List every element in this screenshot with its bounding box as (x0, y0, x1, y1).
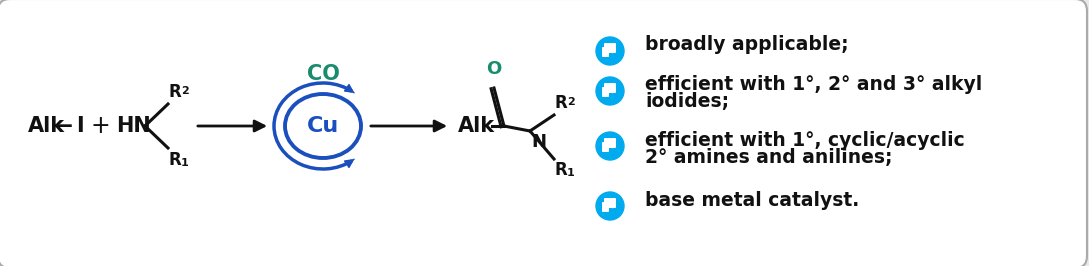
Text: efficient with 1°, 2° and 3° alkyl: efficient with 1°, 2° and 3° alkyl (645, 76, 982, 94)
Text: R: R (555, 161, 567, 179)
Text: broadly applicable;: broadly applicable; (645, 35, 848, 55)
Text: O: O (487, 60, 502, 78)
FancyBboxPatch shape (604, 83, 616, 93)
FancyBboxPatch shape (604, 43, 616, 53)
Text: +: + (90, 114, 110, 138)
Circle shape (600, 196, 620, 216)
FancyBboxPatch shape (602, 142, 609, 152)
Circle shape (600, 41, 620, 61)
Ellipse shape (285, 94, 360, 158)
Text: Cu: Cu (307, 116, 339, 136)
Text: HN: HN (117, 116, 150, 136)
Text: Alk: Alk (458, 116, 495, 136)
FancyBboxPatch shape (602, 47, 609, 57)
Text: N: N (531, 133, 546, 151)
FancyBboxPatch shape (602, 202, 609, 212)
Text: Alk: Alk (28, 116, 65, 136)
Text: 1: 1 (567, 168, 575, 178)
Text: efficient with 1°, cyclic/acyclic: efficient with 1°, cyclic/acyclic (645, 131, 965, 149)
Circle shape (600, 81, 620, 101)
Circle shape (596, 132, 624, 160)
Text: R: R (169, 151, 182, 169)
Circle shape (596, 37, 624, 65)
Text: base metal catalyst.: base metal catalyst. (645, 190, 859, 210)
Text: R: R (169, 83, 182, 101)
FancyBboxPatch shape (602, 87, 609, 97)
Circle shape (600, 136, 620, 156)
Text: iodides;: iodides; (645, 93, 730, 111)
FancyBboxPatch shape (604, 198, 616, 208)
Text: 2° amines and anilines;: 2° amines and anilines; (645, 148, 893, 167)
Text: —: — (51, 116, 73, 136)
Text: 1: 1 (181, 158, 188, 168)
Text: 2: 2 (567, 97, 575, 107)
Text: CO: CO (307, 64, 340, 84)
Text: R: R (555, 94, 567, 112)
Circle shape (596, 77, 624, 105)
FancyBboxPatch shape (604, 138, 616, 148)
Circle shape (596, 192, 624, 220)
Text: 2: 2 (181, 86, 188, 96)
Text: I: I (76, 116, 84, 136)
